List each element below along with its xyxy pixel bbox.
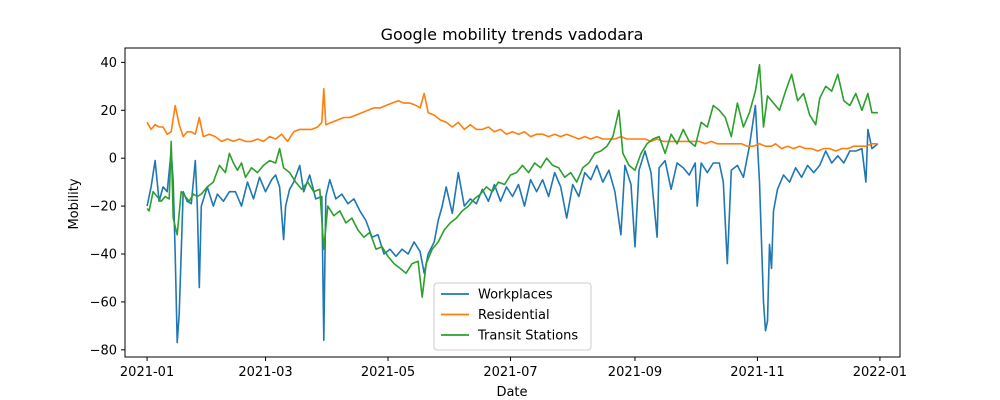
x-tick-label: 2021-09 — [608, 365, 662, 380]
y-tick-label: −60 — [90, 295, 117, 310]
x-tick-label: 2021-03 — [238, 365, 292, 380]
plot-frame — [124, 47, 901, 358]
legend-box — [433, 282, 592, 351]
y-tick-label: 20 — [100, 104, 117, 119]
legend-label: Residential — [478, 308, 550, 323]
y-tick-label: −20 — [90, 200, 117, 215]
axes: 2021-01 2021-03 2021-05 2021-07 2021-09 2021-… — [90, 47, 907, 380]
series-lines — [146, 64, 879, 344]
legend-label: Transit Stations — [477, 329, 578, 344]
x-tick-label: 2021-07 — [483, 365, 537, 380]
x-tick-label: 2021-01 — [120, 365, 174, 380]
legend-label: Workplaces — [478, 288, 553, 303]
y-axis-title: Mobility — [67, 178, 82, 229]
x-tick-label: 2021-11 — [730, 365, 784, 380]
y-tick-label: 40 — [100, 56, 117, 71]
series-line-residential — [146, 87, 878, 152]
x-tick-label: 2022-01 — [853, 365, 907, 380]
x-tick-label: 2021-05 — [361, 365, 415, 380]
series-line-workplaces — [146, 104, 879, 344]
y-tick-label: 0 — [109, 152, 117, 167]
plot-area — [146, 64, 879, 344]
y-tick-label: −40 — [90, 248, 117, 263]
chart-title: Google mobility trends vadodara — [381, 25, 644, 44]
legend: Workplaces Residential Transit Stations — [433, 282, 592, 351]
x-axis-title: Date — [496, 385, 527, 400]
y-tick-label: −80 — [90, 343, 117, 358]
series-line-transit-stations — [146, 64, 878, 298]
